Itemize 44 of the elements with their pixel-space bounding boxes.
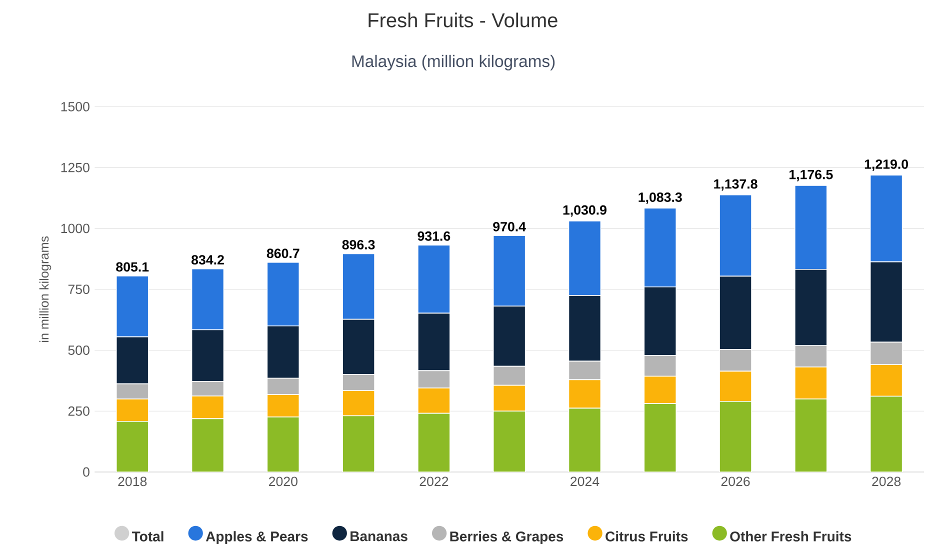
total-label: 1,176.5 [790,170,833,182]
bar [644,403,677,472]
y-tick-label: 500 [68,346,90,355]
legend-label: Total [132,531,164,542]
legend-label: Other Fresh Fruits [730,531,852,542]
y-tick-label: 1500 [61,102,90,112]
x-tick-label: 2026 [721,476,750,486]
total-label: 1,083.3 [638,192,682,204]
y-tick-label: 250 [68,406,90,416]
x-tick-label: 2024 [570,476,600,486]
x-tick-label: 2022 [420,476,448,486]
y-tick-label: 0 [83,467,90,477]
total-label: 1,030.9 [563,205,606,217]
bar [719,400,752,472]
total-label: 896.3 [342,240,375,250]
legend-label: Citrus Fruits [606,531,688,542]
bar [418,412,450,472]
x-tick-label: 2020 [268,476,298,486]
total-label: 1,137.8 [714,179,758,191]
legend-label: Apples & Pears [206,531,308,544]
legend-label: Berries & Grapes [450,531,564,544]
total-label: 931.6 [418,231,450,241]
bar [870,396,903,472]
total-label: 970.4 [493,222,526,232]
y-tick-label: 750 [68,284,90,294]
bar [191,418,224,472]
total-label: 834.2 [192,255,224,265]
x-tick-label: 2028 [872,476,901,486]
bar [342,415,375,472]
bar [266,416,300,472]
legend-label: Bananas [350,531,408,542]
bar [568,408,602,472]
y-tick-label: 1000 [61,224,90,234]
chart-subtitle: Malaysia (million kilograms) [352,54,555,70]
bar [492,410,526,472]
bar [116,420,149,472]
total-label: 805.1 [116,262,149,272]
y-tick-label: 1250 [61,162,90,172]
chart-title: Fresh Fruits - Volume [368,12,558,28]
y-axis-title: in million kilograms [39,236,52,342]
total-label: 1,219.0 [864,159,908,171]
total-label: 860.7 [266,248,300,258]
bar [794,398,828,472]
x-tick-label: 2018 [118,476,147,486]
